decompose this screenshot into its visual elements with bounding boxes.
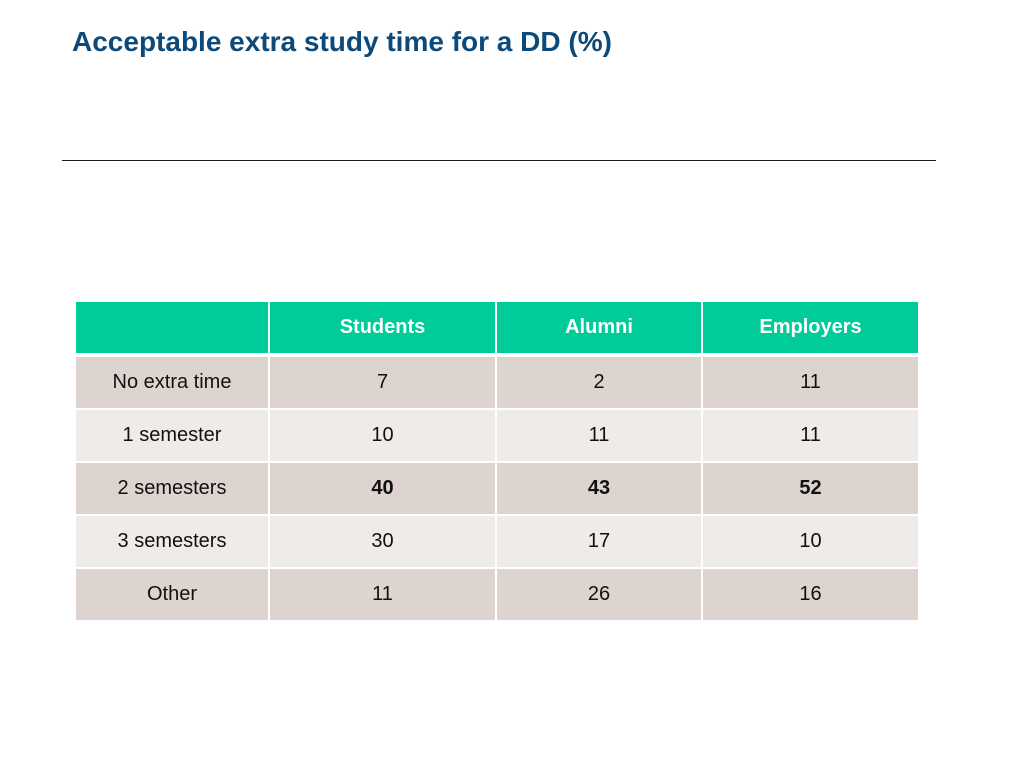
header-students: Students (270, 302, 497, 357)
table-row: Other 11 26 16 (76, 569, 918, 622)
alumni-value: 43 (497, 463, 703, 516)
employers-value: 11 (703, 357, 918, 410)
students-value: 11 (270, 569, 497, 622)
table-row: No extra time 7 2 11 (76, 357, 918, 410)
table-header-row: Students Alumni Employers (76, 302, 918, 357)
header-corner-cell (76, 302, 270, 357)
survey-table: Students Alumni Employers No extra time … (76, 302, 918, 622)
alumni-value: 2 (497, 357, 703, 410)
students-value: 10 (270, 410, 497, 463)
table-row: 1 semester 10 11 11 (76, 410, 918, 463)
title-divider (62, 160, 936, 161)
table-row: 2 semesters 40 43 52 (76, 463, 918, 516)
row-label: 2 semesters (76, 463, 270, 516)
header-alumni: Alumni (497, 302, 703, 357)
header-employers: Employers (703, 302, 918, 357)
alumni-value: 17 (497, 516, 703, 569)
row-label: 3 semesters (76, 516, 270, 569)
employers-value: 16 (703, 569, 918, 622)
table-row: 3 semesters 30 17 10 (76, 516, 918, 569)
employers-value: 10 (703, 516, 918, 569)
row-label: Other (76, 569, 270, 622)
row-label: 1 semester (76, 410, 270, 463)
row-label: No extra time (76, 357, 270, 410)
employers-value: 52 (703, 463, 918, 516)
alumni-value: 26 (497, 569, 703, 622)
students-value: 7 (270, 357, 497, 410)
slide-title: Acceptable extra study time for a DD (%) (72, 26, 612, 57)
employers-value: 11 (703, 410, 918, 463)
students-value: 40 (270, 463, 497, 516)
alumni-value: 11 (497, 410, 703, 463)
students-value: 30 (270, 516, 497, 569)
